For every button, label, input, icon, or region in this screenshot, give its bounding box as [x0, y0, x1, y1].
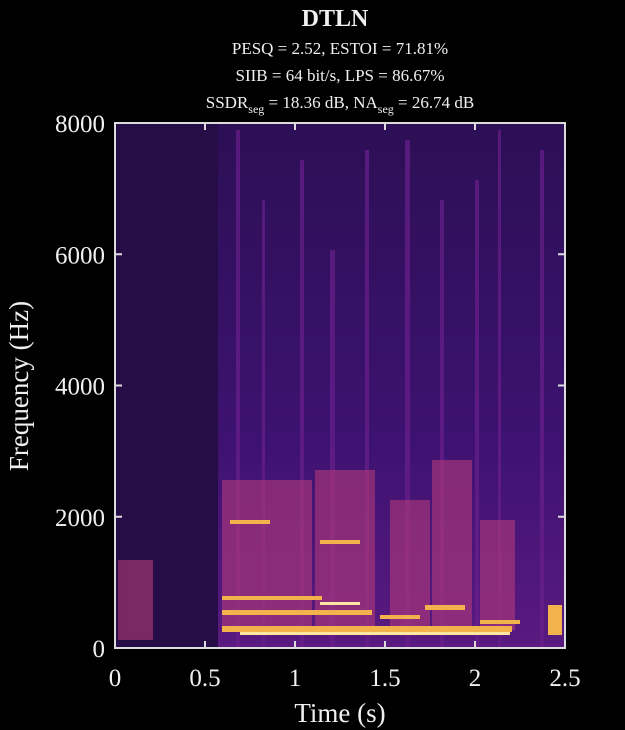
x-tick-label: 2.5 — [549, 665, 580, 692]
chart-subtitle: SIIB = 64 bit/s, LPS = 86.67% — [235, 66, 444, 85]
x-tick-label: 1.5 — [369, 665, 400, 692]
y-tick-label: 4000 — [55, 374, 105, 401]
y-tick-label: 2000 — [55, 505, 105, 532]
chart-title: DTLN — [302, 6, 369, 32]
y-tick-label: 6000 — [55, 242, 105, 269]
x-tick-label: 2 — [469, 665, 482, 692]
subtitle-text: = 26.74 dB — [394, 93, 474, 112]
spectrogram-image — [115, 123, 565, 648]
y-axis-label: Frequency (Hz) — [4, 301, 34, 471]
y-tick-label: 0 — [93, 636, 106, 663]
chart-subtitle: SSDRseg = 18.36 dB, NAseg = 26.74 dB — [206, 93, 474, 116]
subtitle-text: SSDR — [206, 93, 249, 112]
x-axis-label: Time (s) — [294, 698, 385, 728]
subscript: seg — [378, 102, 394, 116]
chart-subtitle: PESQ = 2.52, ESTOI = 71.81% — [232, 39, 448, 58]
x-tick-label: 1 — [289, 665, 302, 692]
x-tick-label: 0.5 — [189, 665, 220, 692]
subtitle-text: = 18.36 dB, NA — [264, 93, 378, 112]
y-tick-label: 8000 — [55, 111, 105, 138]
subscript: seg — [248, 102, 264, 116]
x-tick-label: 0 — [109, 665, 122, 692]
